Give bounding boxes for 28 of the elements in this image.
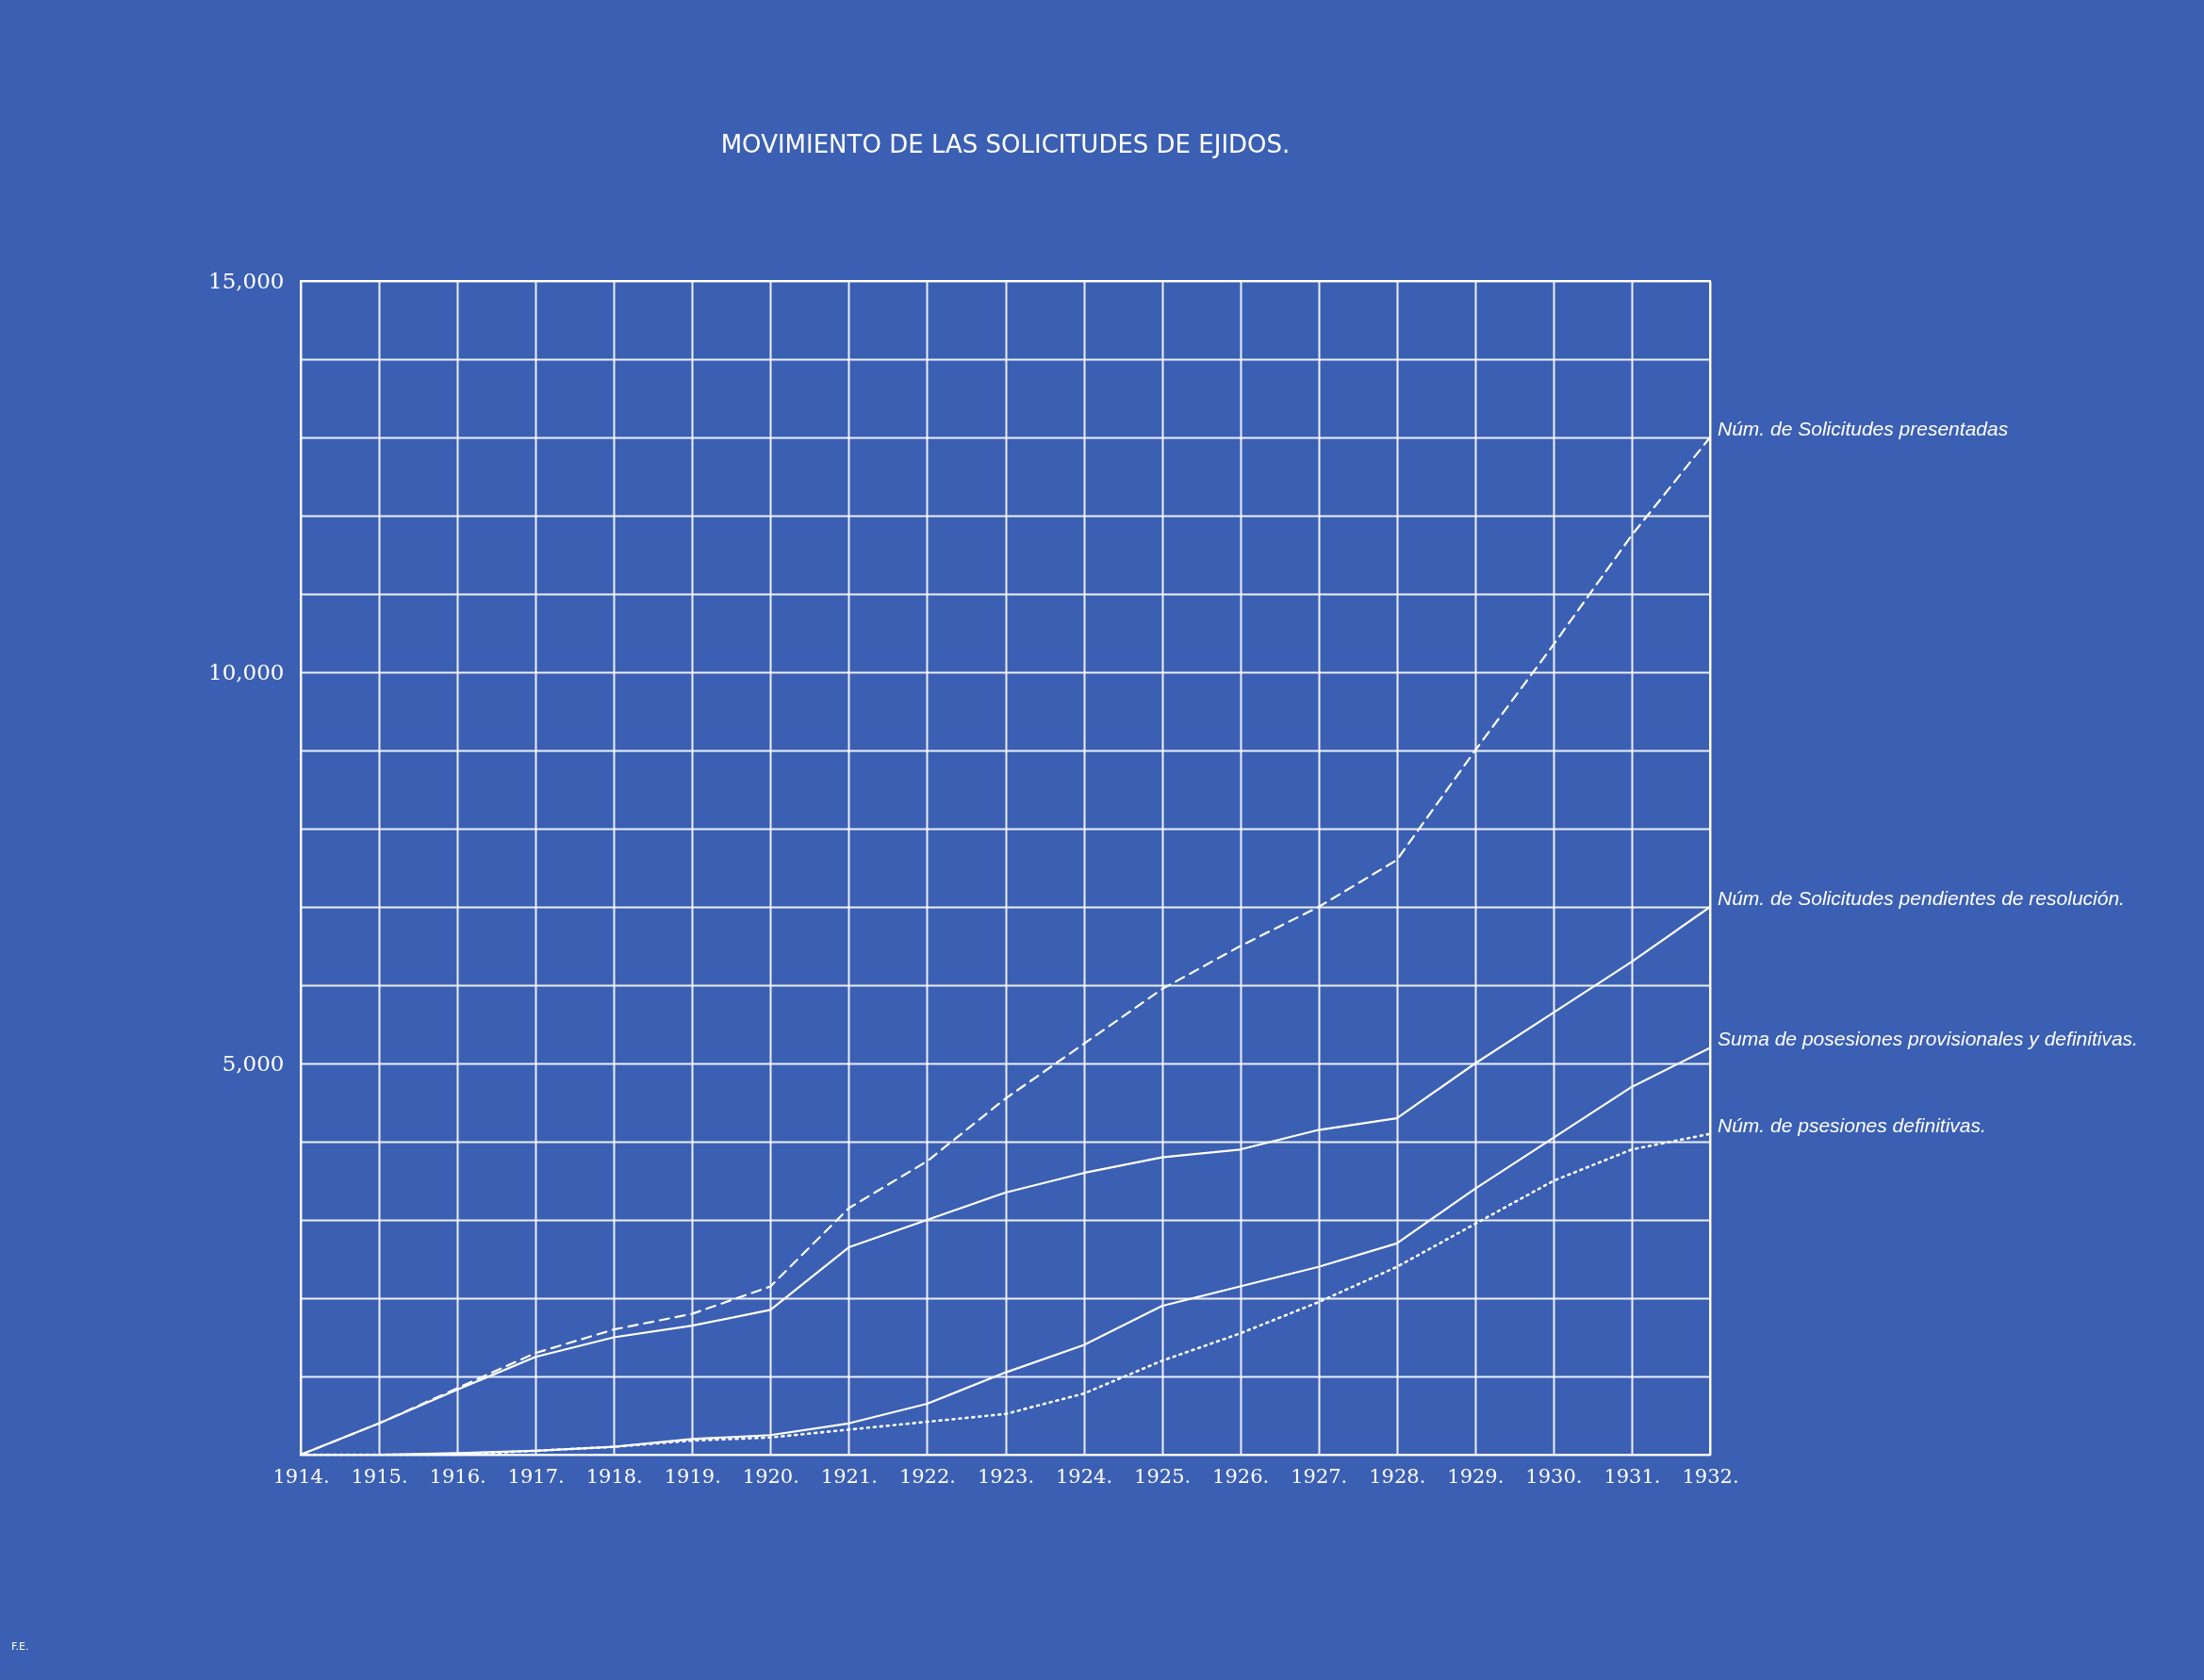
x-tick-label: 1919. (664, 1464, 721, 1488)
x-tick-label: 1930. (1525, 1464, 1583, 1488)
x-tick-label: 1914. (272, 1464, 330, 1488)
x-tick-label: 1916. (429, 1464, 486, 1488)
y-tick-label: 5,000 (222, 1050, 285, 1076)
chart-title: MOVIMIENTO DE LAS SOLICITUDES DE EJIDOS. (720, 130, 1291, 158)
text: F.E. (11, 1640, 29, 1653)
x-tick-label: 1927. (1291, 1464, 1348, 1488)
x-tick-label: 1928. (1369, 1464, 1426, 1488)
x-tick-label: 1918. (585, 1464, 643, 1488)
x-tick-label: 1923. (977, 1464, 1035, 1488)
series-label: Suma de posesiones provisionales y definitivas. (1718, 1028, 2138, 1050)
x-tick-label: 1922. (898, 1464, 957, 1488)
x-tick-label: 1929. (1447, 1464, 1505, 1488)
y-tick-label: 10,000 (208, 659, 285, 684)
x-tick-label: 1917. (507, 1464, 565, 1488)
series-label: Núm. de Solicitudes presentadas (1718, 418, 2009, 439)
series-label: Núm. de psesiones definitivas. (1718, 1113, 1986, 1136)
x-tick-label: 1920. (742, 1464, 799, 1488)
x-tick-label: 1925. (1134, 1464, 1192, 1488)
series-label: Núm. de Solicitudes pendientes de resolución. (1718, 887, 2125, 909)
y-tick-label: 15,000 (208, 268, 285, 293)
x-tick-label: 1921. (820, 1464, 878, 1488)
x-tick-label: 1924. (1055, 1464, 1113, 1488)
x-tick-label: 1932. (1682, 1464, 1739, 1488)
x-tick-label: 1926. (1212, 1464, 1270, 1488)
x-tick-label: 1915. (351, 1464, 408, 1488)
x-tick-label: 1931. (1604, 1464, 1661, 1488)
